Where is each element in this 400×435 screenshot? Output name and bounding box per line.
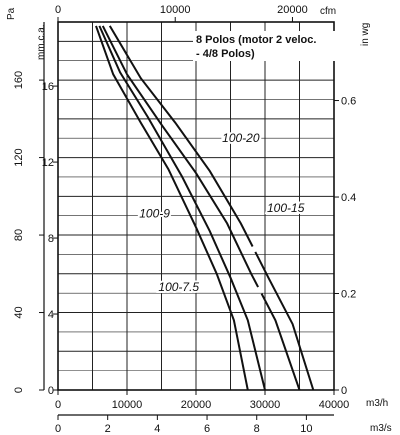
- curve-100-15: [101, 25, 259, 288]
- m3h-tick-label: 20000: [181, 399, 212, 411]
- inwg-tick-label: 0.6: [341, 96, 356, 108]
- m3s-tick-label: 2: [105, 423, 111, 435]
- curve-100-15-part-2: [260, 293, 301, 391]
- curve-label-100-9: 100-9: [139, 207, 170, 221]
- inwg-unit-label: in wg: [360, 23, 371, 46]
- inwg-tick-label: 0.2: [341, 289, 356, 301]
- m3h-tick-label: 0: [55, 399, 61, 411]
- pa-unit-label: Pa: [6, 7, 17, 20]
- mmca-tick-label: 12: [42, 157, 54, 169]
- m3s-tick-label: 10: [300, 423, 312, 435]
- curve-100-20-part-2: [254, 251, 315, 391]
- m3s-tick-label: 0: [55, 423, 61, 435]
- pa-tick-label: 0: [13, 387, 25, 393]
- mmca-tick-label: 16: [42, 81, 54, 93]
- pa-tick-label: 160: [13, 71, 25, 89]
- cfm-tick-label: 0: [55, 4, 61, 16]
- curve-100-20: [108, 25, 254, 247]
- chart-note-backdrop: [193, 31, 340, 61]
- inwg-tick-label: 0: [341, 385, 347, 397]
- cfm-tick-label: 10000: [160, 4, 191, 16]
- cfm-unit-label: cfm: [320, 6, 336, 17]
- pa-tick-label: 80: [13, 229, 25, 241]
- curve-100-9: [98, 25, 266, 391]
- curve-100-7-5: [95, 25, 249, 391]
- m3s-unit-label: m3/s: [370, 423, 392, 434]
- m3h-tick-label: 40000: [319, 399, 350, 411]
- mmca-tick-label: 8: [48, 233, 54, 245]
- chart-note-line-1: 8 Polos (motor 2 veloc.: [196, 34, 316, 46]
- mmca-tick-label: 4: [48, 309, 54, 321]
- mmca-tick-label: 0: [48, 385, 54, 397]
- curve-label-100-20: 100-20: [222, 131, 260, 145]
- inwg-tick-label: 0.4: [341, 192, 356, 204]
- chart-note-line-2: - 4/8 Polos): [196, 48, 255, 60]
- m3h-unit-label: m3/h: [366, 398, 388, 409]
- curve-label-100-7-5: 100-7.5: [158, 280, 199, 294]
- m3h-tick-label: 10000: [112, 399, 143, 411]
- curve-label-100-15: 100-15: [267, 201, 305, 215]
- mmca-unit-label: mm.c.a.: [36, 24, 47, 60]
- fan-curves: 100-20 100-15 100-9 100-7.5: [95, 25, 315, 391]
- m3s-tick-label: 6: [204, 423, 210, 435]
- m3s-tick-label: 8: [254, 423, 260, 435]
- m3h-tick-label: 30000: [250, 399, 281, 411]
- cfm-tick-label: 20000: [277, 4, 308, 16]
- pa-tick-label: 120: [13, 148, 25, 166]
- m3s-tick-label: 4: [154, 423, 160, 435]
- pa-tick-label: 40: [13, 306, 25, 318]
